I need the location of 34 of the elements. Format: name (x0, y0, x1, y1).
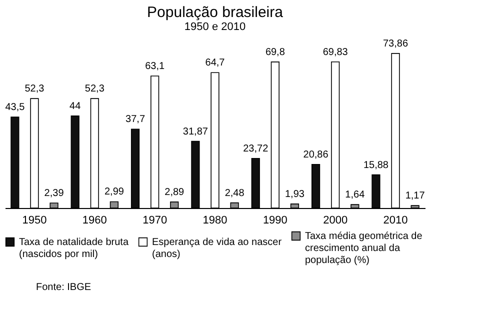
data-label: 52,3 (24, 84, 45, 95)
data-label: 2,89 (164, 186, 185, 198)
chart-title: População brasileira (147, 4, 284, 21)
data-label: 1,17 (405, 190, 426, 202)
x-tick-label: 2010 (383, 214, 408, 226)
source-note: Fonte: IBGE (36, 282, 92, 293)
data-label: 52,3 (84, 84, 105, 95)
data-label: 31,87 (182, 126, 208, 138)
data-label: 20,86 (303, 149, 329, 160)
x-tick-label: 1950 (22, 214, 47, 226)
data-label: 69,83 (322, 46, 348, 58)
data-label: 73,86 (383, 38, 408, 50)
legend-label: Taxa média geométrica de crescimento anual da população (%) (305, 231, 423, 266)
data-label: 69,8 (265, 46, 286, 58)
data-label: 63,1 (145, 60, 165, 72)
x-tick-label: 1990 (262, 214, 288, 226)
data-label: 1,64 (345, 190, 366, 201)
data-label: 37,7 (126, 114, 146, 126)
legend-label: Taxa de natalidade bruta (nascidos por mil) (19, 237, 129, 260)
x-tick-label: 1980 (202, 214, 228, 226)
data-label: 15,88 (363, 160, 389, 171)
data-label: 2,39 (44, 188, 64, 199)
data-label: 43,5 (5, 102, 26, 113)
x-tick-label: 2000 (323, 214, 348, 226)
data-label: 2,99 (104, 186, 124, 198)
x-tick-label: 1960 (82, 214, 107, 226)
chart-subtitle: 1950 e 2010 (184, 21, 246, 33)
legend-label: Esperança de vida ao nascer (anos) (152, 237, 282, 260)
x-tick-label: 1970 (142, 214, 168, 226)
data-label: 23,72 (243, 143, 269, 154)
data-label: 2,48 (224, 188, 245, 199)
data-label: 1,93 (284, 188, 305, 200)
data-label: 64,7 (205, 58, 226, 69)
data-label: 44 (70, 100, 82, 112)
